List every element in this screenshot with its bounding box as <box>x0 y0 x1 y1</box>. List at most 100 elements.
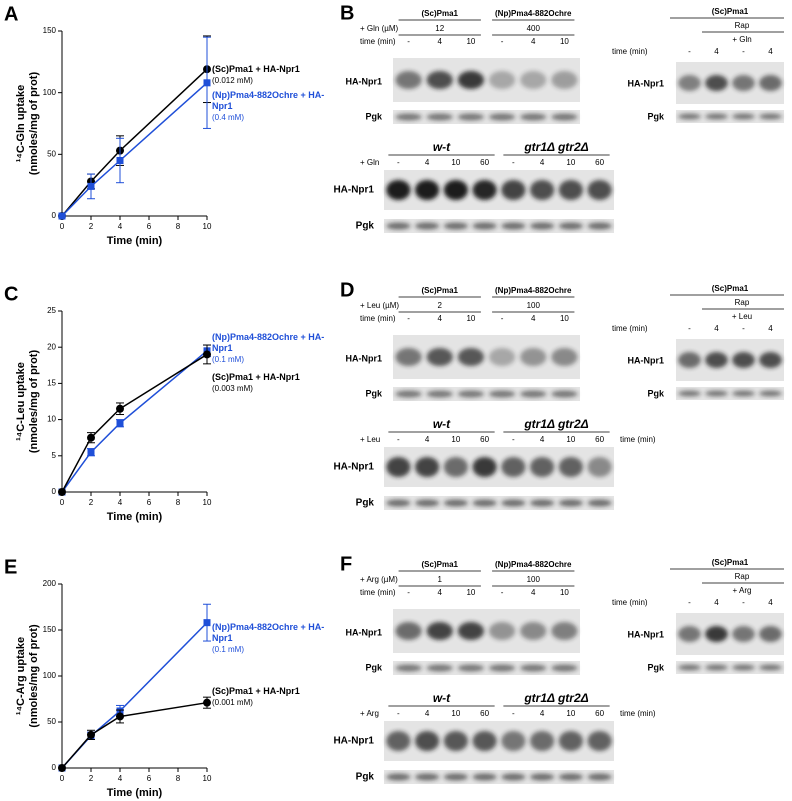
series-line <box>61 82 208 217</box>
blot-band <box>472 457 497 477</box>
blot-band <box>551 390 578 398</box>
blot-band <box>558 180 583 200</box>
blot-band <box>705 352 728 368</box>
blot-band <box>501 457 526 477</box>
time-label: time (min) <box>360 37 396 46</box>
blot-band <box>472 180 497 200</box>
blot-band <box>530 180 555 200</box>
row-label: Pgk <box>356 772 375 783</box>
legend-name: (Sc)Pma1 + HA-Npr1 <box>212 64 300 74</box>
lane-label: 60 <box>595 709 604 718</box>
blot-band <box>587 499 612 507</box>
blot-band <box>501 499 526 507</box>
legend-entry: (Sc)Pma1 + HA-Npr1 (0.003 mM) <box>212 372 330 394</box>
lane-label: 4 <box>425 158 430 167</box>
y-axis-label: (nmoles/mg of prot) <box>28 624 40 728</box>
blot-band <box>415 222 440 230</box>
legend-name: (Np)Pma4-882Ochre + HA-Npr1 <box>212 332 325 353</box>
row-label: HA-Npr1 <box>627 355 664 365</box>
data-point <box>87 730 95 739</box>
blot-band <box>520 71 547 89</box>
y-axis-label: ¹⁴C-Leu uptake <box>15 362 27 441</box>
lane-label: - <box>742 47 745 56</box>
blot-band <box>472 773 497 781</box>
legend-note: (0.1 mM) <box>212 355 244 364</box>
data-point <box>58 212 66 220</box>
panel-letter: E <box>4 556 17 578</box>
blot-band <box>759 75 782 91</box>
x-axis-label: Time (min) <box>107 787 163 799</box>
blot-band <box>759 352 782 368</box>
lane-label: 10 <box>451 709 460 718</box>
series-line <box>61 350 208 493</box>
data-point <box>203 350 211 359</box>
time-label: time (min) <box>360 314 396 323</box>
blot-band <box>457 71 485 89</box>
time-label: time (min) <box>612 47 648 56</box>
blot-band <box>488 664 516 672</box>
blot-band <box>415 457 440 477</box>
blot-band <box>395 622 422 640</box>
y-axis-label: (nmoles/mg of prot) <box>28 350 40 454</box>
lane-label: - <box>512 709 515 718</box>
x-tick-label: 0 <box>60 498 65 507</box>
x-tick-label: 2 <box>89 498 94 507</box>
data-point <box>87 448 95 456</box>
blot-band <box>705 390 728 397</box>
time-label: time (min) <box>612 324 648 333</box>
y-axis-label: (nmoles/mg of prot) <box>28 72 40 176</box>
x-tick-label: 0 <box>60 222 65 231</box>
blot-band <box>530 222 555 230</box>
row-label: HA-Npr1 <box>333 462 374 473</box>
y-tick-label: 100 <box>43 88 57 97</box>
row-label: HA-Npr1 <box>333 736 374 747</box>
blot-band <box>678 352 701 368</box>
x-tick-label: 6 <box>147 774 152 783</box>
y-tick-label: 0 <box>52 211 57 220</box>
group-label: (Np)Pma4-882Ochre <box>495 286 572 295</box>
blot-band <box>705 113 728 120</box>
blot-band <box>386 457 411 477</box>
lane-label: 10 <box>566 709 575 718</box>
lane-label: 4 <box>531 37 536 46</box>
blot-band <box>558 222 583 230</box>
blot-membrane <box>384 770 614 784</box>
condition-label: + Arg (µM) <box>360 575 398 584</box>
lane-label: 4 <box>425 435 430 444</box>
lane-label: 10 <box>466 314 475 323</box>
blot-membrane <box>393 58 580 102</box>
lane-label: - <box>512 158 515 167</box>
group-label: (Sc)Pma1 <box>712 284 749 293</box>
blot-band <box>426 113 453 121</box>
lane-label: 4 <box>540 158 545 167</box>
blot-band <box>530 499 555 507</box>
series-line <box>61 68 208 217</box>
legend-name: (Np)Pma4-882Ochre + HA-Npr1 <box>212 622 325 643</box>
lane-label: - <box>688 324 691 333</box>
data-point <box>203 79 211 87</box>
lane-label: 4 <box>438 314 443 323</box>
blot-band <box>551 348 578 366</box>
condition-label: + Gln <box>360 158 379 167</box>
lane-label: 4 <box>714 598 719 607</box>
group-label: w-t <box>433 417 451 431</box>
blot-band <box>443 222 468 230</box>
y-axis-label: ¹⁴C-Gln uptake <box>15 85 27 163</box>
lane-label: - <box>407 314 410 323</box>
lane-label: - <box>397 709 400 718</box>
blot-band <box>426 348 453 366</box>
legend-name: (Sc)Pma1 + HA-Npr1 <box>212 372 300 382</box>
blot-band <box>443 773 468 781</box>
condition-label: + Leu (µM) <box>360 301 399 310</box>
y-tick-label: 10 <box>47 415 56 424</box>
blot-band <box>705 664 728 671</box>
group-label: gtr1Δ gtr2Δ <box>523 140 588 154</box>
blot-membrane <box>676 661 784 674</box>
lane-label: 4 <box>768 47 773 56</box>
row-label: Pgk <box>356 498 375 509</box>
blot-band <box>678 113 701 120</box>
blot-band <box>587 180 612 200</box>
condition-label: + Arg <box>360 709 379 718</box>
lane-label: 10 <box>451 435 460 444</box>
